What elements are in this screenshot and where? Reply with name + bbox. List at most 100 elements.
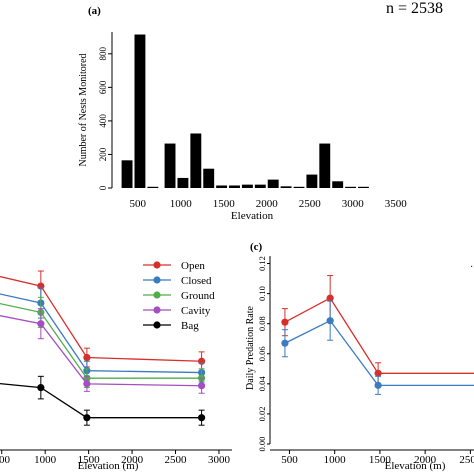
panel-a-label: (a) — [88, 5, 101, 17]
panel-c: (c) 0.00 0.02 0.04 0.06 0.08 0.10 0.12 500 1000… — [245, 241, 474, 472]
bar — [332, 181, 344, 188]
legend-label: Ground — [181, 290, 215, 302]
x-tick-label: 500 — [130, 198, 147, 210]
bar — [164, 143, 176, 188]
x-tick-label: 1000 — [324, 454, 347, 466]
bar — [293, 186, 305, 188]
bar — [267, 179, 279, 188]
bar — [241, 184, 253, 188]
y-tick-label: 400 — [98, 114, 108, 128]
series-line — [0, 302, 202, 379]
y-tick-label: 0 — [98, 185, 108, 190]
panel-c-y-ticks: 0.00 0.02 0.04 0.06 0.08 0.10 0.12 — [257, 256, 270, 451]
data-point — [281, 318, 289, 326]
panel-a-bars — [121, 34, 369, 188]
panel-c-y-label: Daily Predation Rate — [245, 306, 256, 390]
bar — [345, 186, 357, 188]
panel-a-x-ticks: 500 1000 1500 2000 2500 3000 3500 — [130, 198, 408, 210]
bar — [177, 177, 189, 188]
data-point — [83, 353, 91, 362]
x-tick-label: 500 — [281, 454, 298, 466]
legend-marker — [153, 261, 161, 269]
series-line — [284, 297, 474, 374]
data-point — [197, 414, 206, 422]
y-tick-label: 0.06 — [257, 346, 267, 361]
series-line — [0, 293, 202, 374]
panel-c-series — [281, 275, 474, 395]
bar — [121, 160, 133, 188]
bar — [254, 184, 266, 188]
y-tick-label: 600 — [98, 80, 108, 94]
series-line — [0, 382, 202, 419]
bar — [147, 186, 159, 188]
legend-marker — [153, 276, 161, 284]
y-tick-label: 0.10 — [257, 286, 267, 301]
x-tick-label: 2500 — [459, 454, 474, 466]
legend-label: Bag — [181, 320, 199, 332]
x-tick-label: 2000 — [121, 454, 144, 466]
bar — [229, 185, 240, 188]
y-tick-label: 800 — [98, 47, 108, 61]
panel-a-y-ticks: 0 200 400 600 800 — [98, 47, 112, 190]
panel-a: (a) n = 2538 0 200 400 600 800 500 1000 1500 20… — [78, 0, 443, 222]
x-tick-label: 3000 — [208, 454, 231, 466]
data-point — [37, 384, 45, 392]
legend-label: Closed — [181, 275, 212, 287]
legend-marker — [153, 291, 161, 299]
y-tick-label: 0.02 — [257, 406, 267, 421]
legend-label: Open — [181, 260, 205, 272]
x-tick-label: 1000 — [170, 198, 193, 210]
legend-label: Cavity — [181, 305, 211, 317]
y-tick-label: 0.12 — [257, 256, 267, 271]
x-tick-label: 1500 — [213, 198, 236, 210]
data-point — [197, 382, 206, 390]
series-line — [0, 315, 202, 387]
panel-c-legend-fragment: · — [470, 262, 473, 273]
data-point — [281, 339, 289, 347]
bar — [190, 133, 202, 188]
panel-c-x-label: Elevation (m) — [385, 460, 446, 472]
panel-b: 500 1000 1500 2000 2500 3000 Open Closed Ground… — [0, 260, 232, 472]
x-tick-label: 1500 — [78, 454, 101, 466]
panel-a-annotation: n = 2538 — [386, 0, 443, 17]
data-point — [37, 320, 45, 328]
data-point — [83, 380, 91, 388]
x-tick-label: 2000 — [256, 198, 279, 210]
bar — [280, 186, 292, 188]
y-tick-label: 0.00 — [257, 437, 267, 452]
panel-b-legend: Open Closed Ground Cavity Bag — [143, 260, 215, 332]
bar — [216, 185, 228, 188]
legend-marker — [153, 306, 161, 314]
panel-c-x-ticks: 500 1000 1500 2000 2500 — [281, 450, 474, 466]
x-tick-label: 1000 — [34, 454, 57, 466]
bar — [319, 143, 331, 188]
x-tick-label: 2000 — [414, 454, 437, 466]
panel-a-y-label: Number of Nests Monitored — [78, 53, 89, 166]
x-tick-label: 2500 — [299, 198, 322, 210]
bar — [134, 34, 146, 188]
panel-b-series — [0, 270, 206, 426]
bar — [203, 168, 215, 188]
panel-a-x-label: Elevation — [231, 210, 274, 222]
bar — [306, 174, 318, 188]
panel-b-x-label: Elevation (m) — [78, 460, 139, 472]
y-tick-label: 0.08 — [257, 316, 267, 331]
series-line — [0, 275, 202, 362]
data-point — [374, 369, 382, 377]
legend-marker — [153, 321, 161, 329]
y-tick-label: 0.04 — [257, 376, 267, 392]
panel-b-x-ticks: 500 1000 1500 2000 2500 3000 — [0, 450, 230, 466]
data-point — [83, 414, 91, 422]
data-point — [326, 317, 334, 325]
x-tick-label: 1500 — [369, 454, 392, 466]
bar — [358, 186, 369, 188]
panel-c-label: (c) — [250, 241, 263, 253]
series-line — [284, 319, 474, 386]
x-tick-label: 2500 — [165, 454, 188, 466]
x-tick-label: 3000 — [342, 198, 365, 210]
data-point — [374, 381, 382, 389]
x-tick-label: 500 — [0, 454, 10, 466]
y-tick-label: 200 — [98, 147, 108, 161]
x-tick-label: 3500 — [385, 198, 408, 210]
